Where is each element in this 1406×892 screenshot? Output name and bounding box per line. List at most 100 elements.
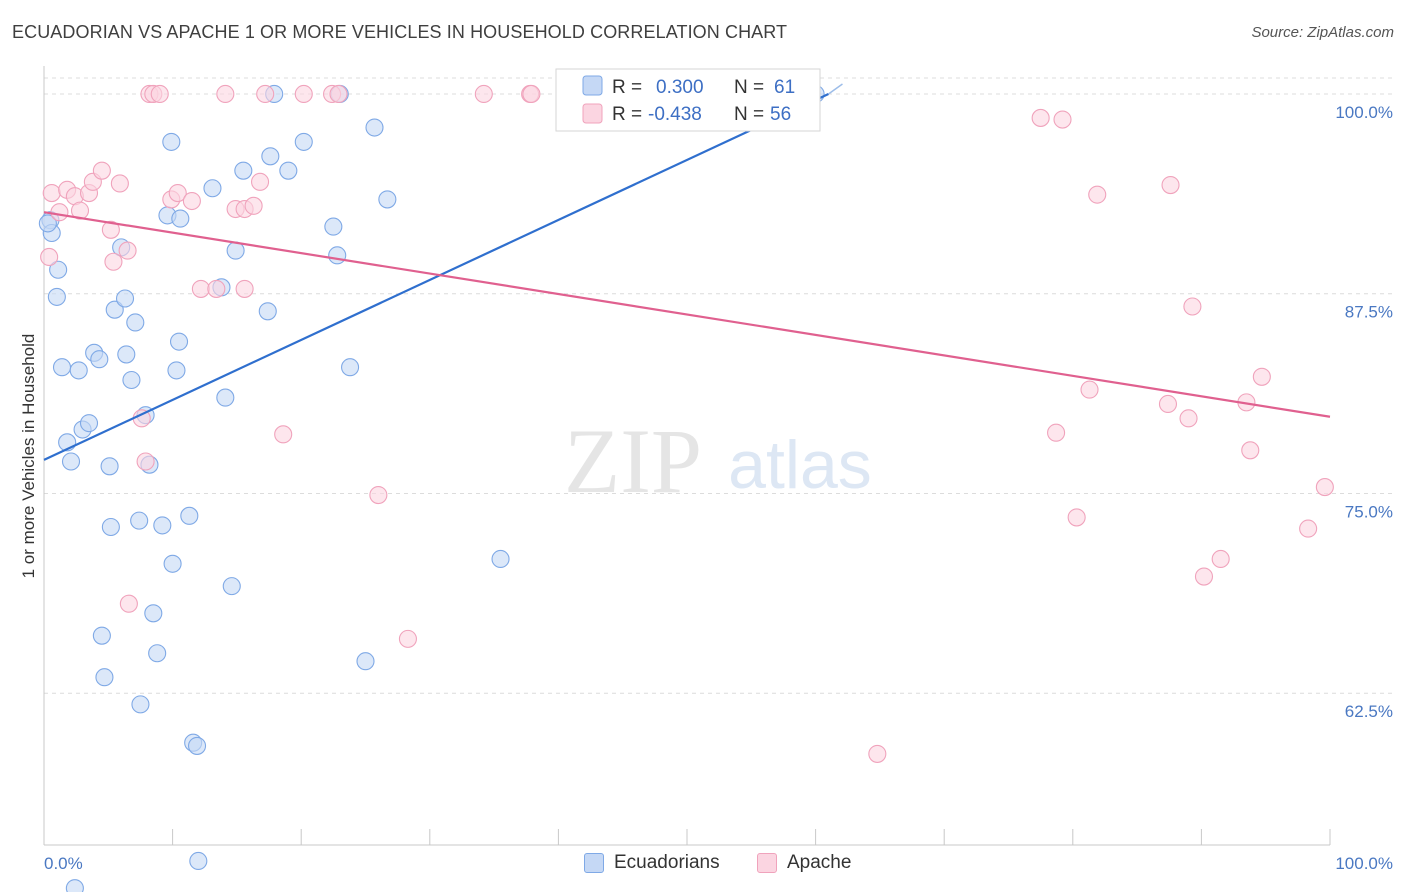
data-point-ecuadorians <box>115 289 135 308</box>
data-point-ecuadorians <box>47 287 66 306</box>
data-point-apache <box>294 84 313 104</box>
data-point-ecuadorians <box>130 511 149 530</box>
data-point-ecuadorians <box>341 358 360 377</box>
data-point-ecuadorians <box>180 506 199 525</box>
data-point-apache <box>329 84 348 104</box>
data-point-ecuadorians <box>234 161 253 180</box>
data-point-apache <box>274 425 293 444</box>
data-point-ecuadorians <box>171 209 190 228</box>
data-point-apache <box>70 201 90 220</box>
data-point-apache <box>235 279 254 298</box>
chart-title: ECUADORIAN VS APACHE 1 OR MORE VEHICLES … <box>12 22 788 42</box>
data-point-apache <box>118 241 137 260</box>
data-point-ecuadorians <box>95 668 114 687</box>
data-point-ecuadorians <box>69 361 88 380</box>
y-tick-labels: 62.5% 75.0% 87.5% 100.0% <box>1335 103 1393 721</box>
data-point-apache <box>168 183 187 203</box>
data-point-ecuadorians <box>491 549 510 569</box>
data-point-ecuadorians <box>328 246 347 265</box>
data-point-apache <box>1183 297 1202 316</box>
data-point-ecuadorians <box>49 260 68 279</box>
data-point-apache <box>522 84 541 104</box>
data-point-ecuadorians <box>187 736 207 755</box>
stats-legend-r-label-ecuadorians: R = <box>612 77 642 98</box>
stats-legend: R = 0.300 N = 61 R = -0.438 N = 56 <box>555 68 821 132</box>
data-point-ecuadorians <box>126 313 145 332</box>
data-point-ecuadorians <box>167 361 186 380</box>
x-tick-labels: 0.0% 100.0% <box>44 854 1393 873</box>
data-point-apache <box>182 191 201 211</box>
data-point-apache <box>250 172 270 191</box>
stats-legend-r-value-ecuadorians: 0.300 <box>656 77 704 98</box>
stats-legend-n-value-apache: 56 <box>770 104 791 125</box>
data-point-ecuadorians <box>65 879 84 892</box>
data-point-apache <box>1241 441 1260 460</box>
legend-swatch-apache <box>757 853 777 873</box>
data-point-apache <box>119 594 138 613</box>
data-point-ecuadorians <box>79 414 99 433</box>
data-point-ecuadorians <box>356 652 375 671</box>
data-point-ecuadorians <box>61 452 81 471</box>
data-points <box>38 84 1334 892</box>
data-point-apache <box>1252 367 1271 386</box>
data-point-apache <box>1088 185 1107 204</box>
watermark-zip: ZIP <box>564 410 702 512</box>
trend-line-ecuadorians <box>43 92 829 461</box>
trend-line-extension-ecuadorians <box>828 83 843 95</box>
data-point-ecuadorians <box>222 577 241 596</box>
x-tick-label-max: 100.0% <box>1335 854 1393 873</box>
series-ecuadorians <box>38 84 825 892</box>
data-point-ecuadorians <box>148 644 167 663</box>
legend-label-apache: Apache <box>787 852 852 873</box>
data-point-ecuadorians <box>203 179 222 198</box>
data-point-apache <box>398 629 417 648</box>
data-point-ecuadorians <box>261 147 280 166</box>
data-point-ecuadorians <box>90 350 109 369</box>
series-apache <box>40 84 1334 763</box>
data-point-apache <box>150 84 169 104</box>
data-point-apache <box>1053 110 1072 129</box>
stats-legend-r-value-apache: -0.438 <box>648 104 702 125</box>
data-point-apache <box>1161 176 1180 195</box>
data-point-ecuadorians <box>38 214 57 233</box>
data-point-ecuadorians <box>324 217 343 236</box>
data-point-apache <box>1194 567 1214 586</box>
data-point-apache <box>1179 409 1198 428</box>
data-point-ecuadorians <box>216 388 235 407</box>
stats-legend-swatch-ecuadorians <box>582 75 603 96</box>
trend-lines <box>43 83 1331 461</box>
data-point-apache <box>50 203 69 222</box>
stats-legend-n-label-ecuadorians: N = <box>734 77 764 98</box>
data-point-apache <box>1158 394 1178 414</box>
data-point-apache <box>191 279 210 298</box>
data-point-ecuadorians <box>117 345 136 364</box>
data-point-apache <box>1047 423 1066 442</box>
data-point-ecuadorians <box>100 457 119 476</box>
data-point-apache <box>110 174 129 193</box>
y-tick-label: 100.0% <box>1335 103 1393 122</box>
data-point-ecuadorians <box>162 132 181 151</box>
data-point-apache <box>868 744 887 763</box>
data-point-ecuadorians <box>105 300 124 319</box>
source-label: Source: ZipAtlas.com <box>1251 24 1394 41</box>
legend-item-ecuadorians: Ecuadorians <box>584 852 720 874</box>
stats-legend-r-label-apache: R = <box>612 104 642 125</box>
series-legend: Ecuadorians Apache <box>0 852 1406 878</box>
data-point-ecuadorians <box>294 132 313 151</box>
stats-legend-n-label-apache: N = <box>734 104 764 125</box>
data-point-apache <box>474 84 493 104</box>
data-point-ecuadorians <box>189 851 208 871</box>
data-point-apache <box>207 279 226 298</box>
watermark: ZIP atlas <box>564 410 872 512</box>
data-point-apache <box>369 486 388 505</box>
data-point-apache <box>216 84 235 104</box>
trend-line-apache <box>43 211 1331 418</box>
data-point-apache <box>136 452 155 471</box>
data-point-ecuadorians <box>122 370 141 390</box>
stats-legend-n-value-ecuadorians: 61 <box>774 77 795 98</box>
data-point-ecuadorians <box>92 626 111 645</box>
data-point-apache <box>40 247 59 267</box>
data-point-apache <box>42 183 61 203</box>
data-point-apache <box>256 84 275 104</box>
y-axis-label: 1 or more Vehicles in Household <box>19 334 38 579</box>
